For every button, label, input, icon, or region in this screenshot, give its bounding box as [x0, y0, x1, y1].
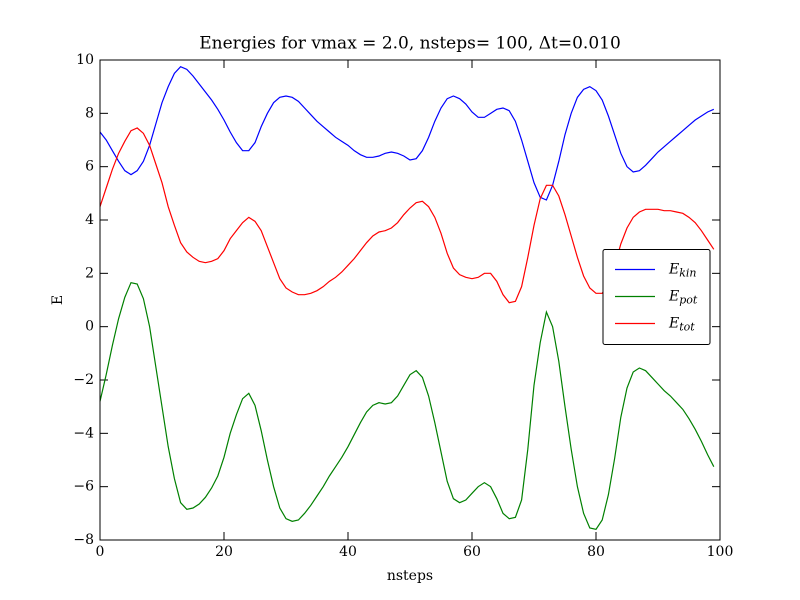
y-tick-label: −8: [73, 532, 94, 548]
x-tick-label: 0: [96, 544, 105, 560]
series-line: [99, 65, 715, 201]
x-tick-label: 60: [463, 544, 481, 560]
y-tick-label: 2: [85, 265, 94, 281]
legend-label: Epot: [668, 289, 698, 307]
legend-box: [602, 249, 711, 345]
plot-frame: [99, 59, 721, 541]
y-tick-label: 10: [76, 52, 94, 68]
legend-label: Etot: [668, 316, 695, 334]
y-tick-label: 8: [85, 105, 94, 121]
y-tick-label: 4: [85, 212, 94, 228]
series-line: [99, 281, 715, 531]
y-tick-label: 0: [85, 319, 94, 335]
x-tick-label: 80: [587, 544, 605, 560]
x-tick-label: 100: [707, 544, 734, 560]
y-tick-label: −6: [73, 479, 94, 495]
chart-title: Energies for vmax = 2.0, nsteps= 100, Δt…: [199, 34, 621, 54]
x-axis-label: nsteps: [387, 568, 433, 584]
x-tick-label: 20: [215, 544, 233, 560]
y-tick-label: −2: [73, 372, 94, 388]
y-tick-label: 6: [85, 159, 94, 175]
y-axis-label: E: [50, 295, 66, 305]
legend-label: Ekin: [668, 262, 697, 280]
x-tick-label: 40: [339, 544, 357, 560]
y-tick-label: −4: [73, 425, 94, 441]
